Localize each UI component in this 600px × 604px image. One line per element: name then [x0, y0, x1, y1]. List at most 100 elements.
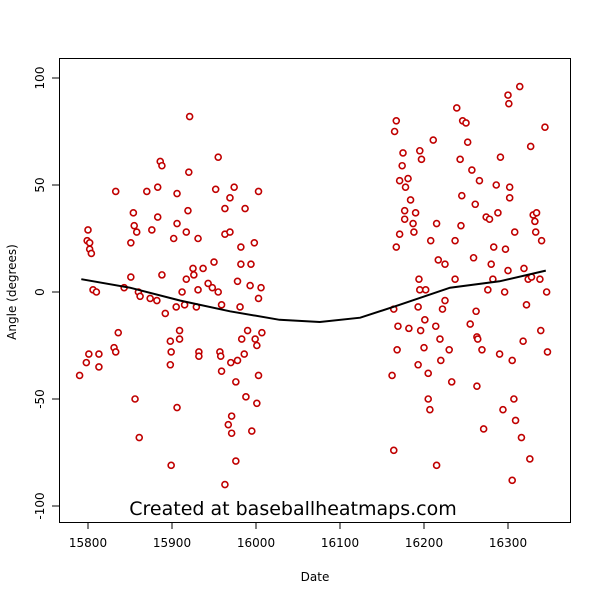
data-point	[166, 337, 175, 346]
data-point	[173, 219, 181, 228]
data-point	[389, 446, 398, 455]
data-point	[520, 264, 528, 273]
data-point	[132, 228, 141, 236]
data-point	[501, 245, 510, 253]
data-point	[511, 416, 520, 425]
data-point	[148, 226, 156, 234]
data-point	[479, 425, 488, 433]
data-point	[484, 286, 492, 294]
data-point	[432, 219, 441, 228]
data-point	[185, 168, 193, 176]
x-axis-label: Date	[301, 570, 330, 584]
data-point	[253, 341, 261, 350]
data-point	[250, 238, 259, 247]
data-point	[161, 309, 170, 318]
data-point	[153, 213, 162, 221]
data-point	[441, 296, 449, 305]
data-point	[166, 360, 175, 369]
data-point	[388, 371, 396, 380]
data-point	[227, 429, 236, 438]
data-point	[214, 153, 222, 161]
data-point	[241, 204, 249, 213]
data-point	[420, 343, 428, 352]
data-point	[175, 335, 184, 343]
data-point	[531, 228, 540, 236]
data-point	[456, 155, 464, 164]
points-layer	[75, 82, 552, 489]
x-tick-label: 16200	[405, 536, 443, 550]
x-axis: 15800 15900 16000 16100 16200 16300	[69, 522, 527, 550]
data-point	[451, 236, 459, 245]
data-point	[242, 393, 250, 401]
data-point	[92, 288, 101, 296]
data-point	[500, 288, 509, 296]
data-point	[416, 326, 425, 335]
data-point	[478, 345, 486, 354]
data-point	[190, 271, 198, 279]
data-point	[247, 260, 255, 268]
data-point	[237, 260, 245, 268]
data-point	[393, 345, 401, 354]
data-point	[415, 146, 424, 155]
data-point	[208, 283, 217, 292]
data-point	[431, 322, 440, 331]
data-point	[146, 294, 154, 303]
data-point	[253, 399, 261, 408]
data-point	[237, 243, 245, 251]
data-point	[432, 461, 441, 470]
data-point	[227, 412, 236, 420]
data-point	[438, 305, 447, 313]
data-point	[421, 316, 429, 324]
data-point	[254, 187, 263, 196]
data-point	[226, 194, 234, 202]
data-point	[424, 369, 433, 378]
data-point	[254, 371, 263, 380]
data-point	[173, 403, 181, 412]
y-tick-label: -100	[33, 492, 47, 519]
data-point	[415, 275, 423, 283]
data-point	[185, 112, 194, 121]
data-point	[473, 382, 481, 390]
data-point	[237, 335, 246, 343]
data-point	[216, 352, 225, 361]
data-point	[531, 217, 539, 226]
data-point	[492, 181, 501, 189]
data-point	[182, 275, 191, 283]
data-point	[111, 187, 120, 196]
data-point	[211, 185, 220, 194]
data-point	[230, 183, 238, 191]
x-tick-label: 16300	[489, 536, 527, 550]
data-point	[135, 433, 144, 442]
data-point	[410, 228, 418, 236]
data-point	[395, 176, 404, 185]
data-point	[469, 253, 478, 262]
data-point	[429, 136, 438, 144]
data-point	[243, 326, 252, 335]
data-point	[210, 258, 218, 266]
data-point	[401, 183, 410, 191]
y-tick-label: -50	[33, 389, 47, 409]
data-point	[232, 457, 240, 465]
data-point	[411, 209, 420, 217]
data-point	[504, 91, 512, 99]
data-point	[532, 209, 541, 217]
data-point	[505, 194, 514, 202]
data-point	[494, 209, 502, 217]
data-point	[240, 350, 249, 358]
data-point	[472, 307, 480, 316]
data-point	[504, 266, 512, 275]
y-tick-label: 100	[33, 67, 47, 90]
data-point	[414, 303, 422, 311]
data-point	[258, 328, 266, 337]
data-point	[130, 221, 138, 230]
data-point	[508, 356, 517, 365]
data-point	[246, 281, 254, 290]
data-point	[519, 337, 527, 346]
data-point	[526, 142, 535, 151]
data-point	[536, 326, 545, 335]
data-point	[421, 286, 430, 294]
data-point	[158, 271, 166, 279]
data-point	[136, 292, 144, 301]
data-point	[232, 378, 240, 386]
data-point	[468, 166, 476, 174]
